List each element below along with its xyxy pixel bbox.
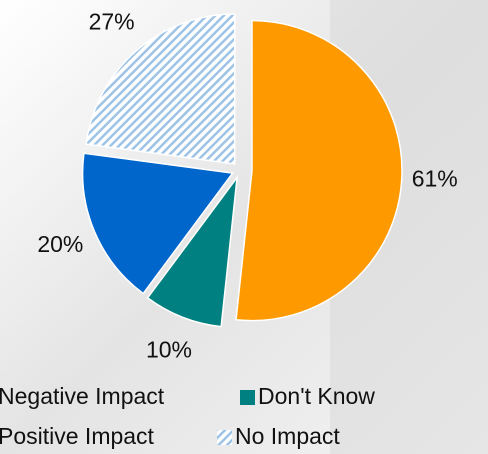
legend-label: Negative Impact bbox=[0, 383, 165, 409]
pie-slice bbox=[146, 174, 239, 328]
data-label: 61% bbox=[412, 165, 458, 191]
pie-slice bbox=[85, 13, 236, 165]
pie-slice bbox=[81, 152, 234, 295]
legend-label: Positive Impact bbox=[0, 423, 155, 449]
legend-marker bbox=[217, 430, 232, 445]
data-label: 10% bbox=[146, 337, 192, 363]
legend-label: No Impact bbox=[235, 423, 340, 449]
data-label: 20% bbox=[37, 231, 83, 257]
data-label: 27% bbox=[89, 8, 135, 34]
legend-marker bbox=[240, 390, 255, 405]
legend-label: Don't Know bbox=[258, 383, 375, 409]
pie-slice bbox=[235, 19, 403, 322]
